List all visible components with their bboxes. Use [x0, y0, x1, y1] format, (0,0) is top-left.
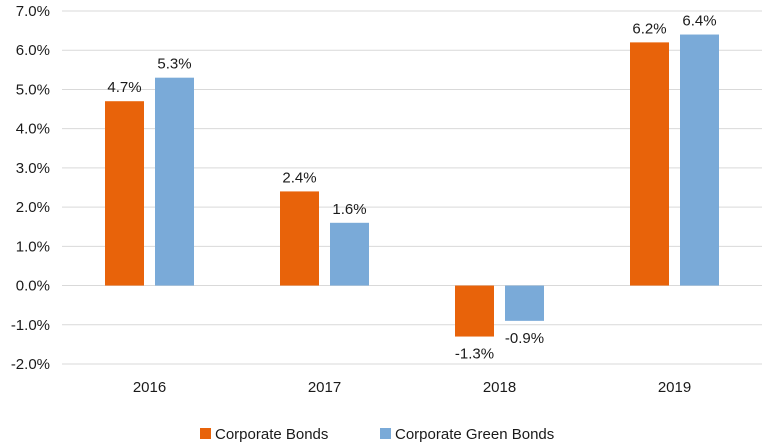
y-tick-label: 7.0%	[16, 3, 50, 20]
bars	[105, 34, 719, 337]
y-axis-tick-labels: -2.0% -1.0% 0.0% 1.0% 2.0% 3.0% 4.0% 5.0% 6.0% 7.…	[11, 3, 50, 373]
data-label: 2.4%	[282, 169, 316, 186]
data-label: -0.9%	[505, 330, 544, 347]
data-label: 5.3%	[157, 56, 191, 73]
legend: Corporate Bonds Corporate Green Bonds	[200, 426, 554, 443]
bar-corporate-green-bonds-2019	[680, 34, 719, 286]
bar-corporate-bonds-2017	[280, 191, 319, 286]
data-label: 6.4%	[682, 13, 716, 30]
legend-swatch	[380, 428, 391, 439]
data-label: 4.7%	[107, 79, 141, 96]
y-tick-label: 3.0%	[16, 160, 50, 177]
y-tick-label: 6.0%	[16, 42, 50, 59]
x-category-label: 2016	[133, 379, 166, 396]
legend-label: Corporate Bonds	[215, 426, 328, 443]
x-category-label: 2018	[483, 379, 516, 396]
y-tick-label: 1.0%	[16, 238, 50, 255]
legend-swatch	[200, 428, 211, 439]
y-tick-label: 5.0%	[16, 81, 50, 98]
x-category-label: 2019	[658, 379, 691, 396]
y-tick-label: -1.0%	[11, 317, 50, 334]
bar-corporate-bonds-2016	[105, 101, 144, 286]
bar-corporate-green-bonds-2018	[505, 285, 544, 321]
y-tick-label: 0.0%	[16, 278, 50, 295]
bar-corporate-bonds-2019	[630, 42, 669, 286]
data-label: 6.2%	[632, 20, 666, 37]
y-tick-label: -2.0%	[11, 356, 50, 373]
data-label: -1.3%	[455, 346, 494, 363]
legend-label: Corporate Green Bonds	[395, 426, 554, 443]
x-category-label: 2017	[308, 379, 341, 396]
bar-corporate-bonds-2018	[455, 285, 494, 337]
y-tick-label: 2.0%	[16, 199, 50, 216]
data-labels: 4.7% 5.3% 2.4% 1.6% -1.3% -0.9% 6.2% 6.4%	[107, 13, 716, 363]
bar-corporate-green-bonds-2016	[155, 77, 194, 286]
y-tick-label: 4.0%	[16, 121, 50, 138]
data-label: 1.6%	[332, 201, 366, 218]
bar-corporate-green-bonds-2017	[330, 222, 369, 286]
x-axis-category-labels: 2016 2017 2018 2019	[133, 379, 691, 396]
